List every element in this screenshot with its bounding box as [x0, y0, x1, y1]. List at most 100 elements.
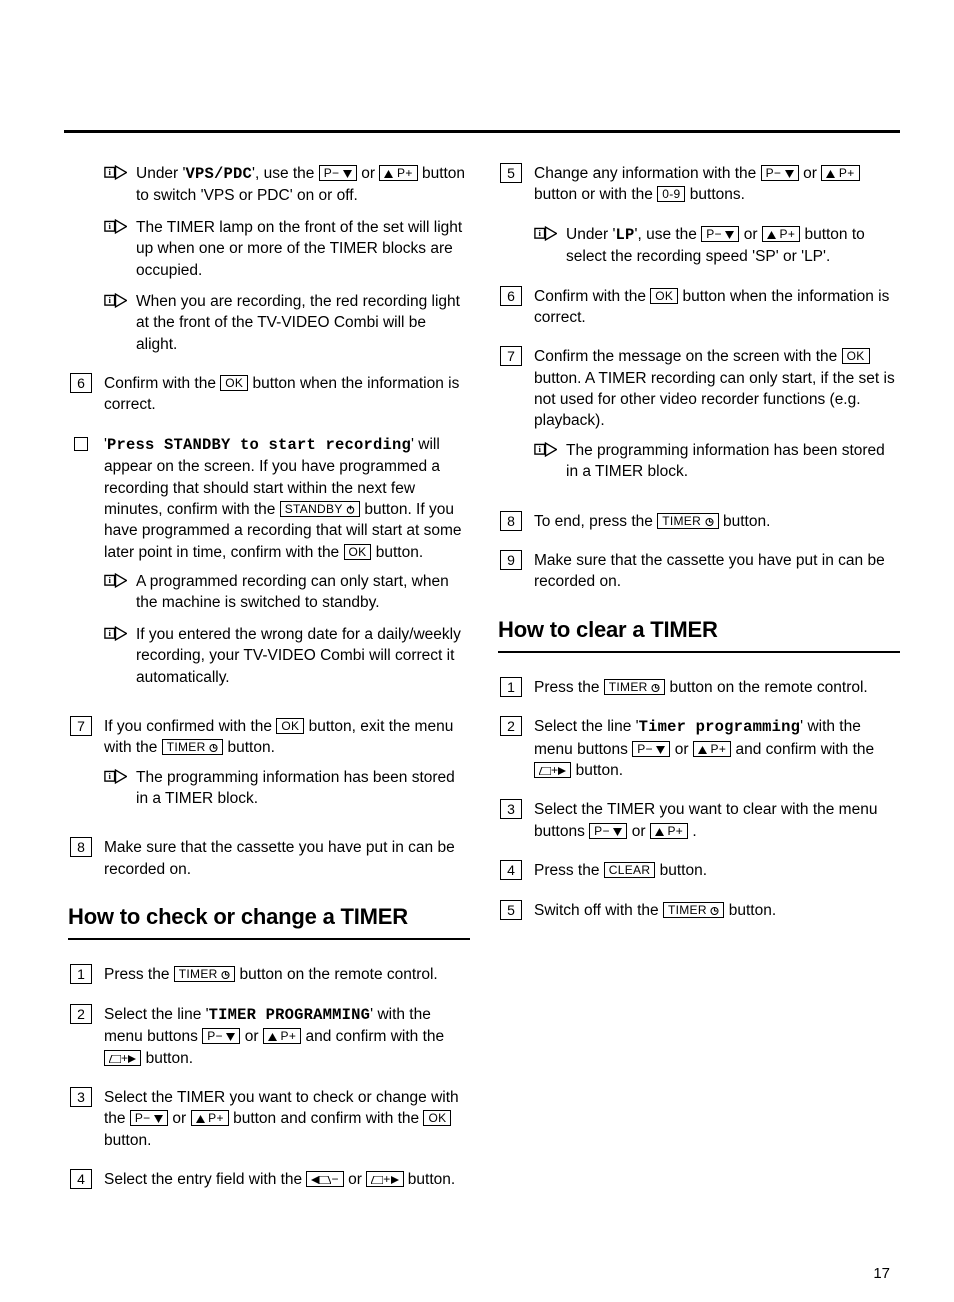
- svg-text:i: i: [109, 575, 112, 585]
- tip-text: The programming information has been sto…: [566, 440, 900, 483]
- page-number: 17: [873, 1264, 890, 1285]
- step-number: 5: [500, 900, 522, 920]
- tip-text: A programmed recording can only start, w…: [136, 571, 470, 614]
- tip-text: If you entered the wrong date for a dail…: [136, 624, 470, 688]
- timer-button: TIMER: [663, 902, 724, 918]
- step-number: 6: [70, 373, 92, 393]
- tip-text: When you are recording, the red recordin…: [136, 291, 470, 355]
- step-number: 8: [500, 511, 522, 531]
- p-down-button: P−: [202, 1028, 240, 1044]
- check-step-4: 4 Select the entry field with the − or +…: [68, 1169, 470, 1190]
- tip-group-1: i Under 'VPS/PDC', use the P− or P+ butt…: [104, 163, 470, 355]
- svg-text:i: i: [109, 221, 112, 231]
- step-number: 9: [500, 550, 522, 570]
- step-8: 8 Make sure that the cassette you have p…: [68, 837, 470, 880]
- info-play-icon: i: [104, 767, 130, 786]
- info-play-icon: i: [534, 440, 560, 459]
- ok-button: OK: [220, 375, 248, 391]
- tip-lp: i Under 'LP', use the P− or P+ button to…: [534, 224, 900, 268]
- check-step-1: 1 Press the TIMER button on the remote c…: [68, 964, 470, 985]
- clear-step-5: 5 Switch off with the TIMER button.: [498, 900, 900, 921]
- two-column-layout: i Under 'VPS/PDC', use the P− or P+ butt…: [68, 163, 900, 1229]
- col2-step-8: 8 To end, press the TIMER button.: [498, 511, 900, 532]
- p-down-button: P−: [130, 1110, 168, 1126]
- p-down-button: P−: [761, 165, 799, 181]
- ok-button: OK: [650, 288, 678, 304]
- heading-clear: How to clear a TIMER: [498, 615, 900, 645]
- info-play-icon: i: [104, 217, 130, 236]
- top-rule: [64, 130, 900, 133]
- info-play-icon: i: [104, 163, 130, 182]
- step-number: 3: [500, 799, 522, 819]
- step-6: 6 Confirm with the OK button when the in…: [68, 373, 470, 416]
- right-button: +: [534, 762, 571, 778]
- p-up-button: P+: [191, 1110, 229, 1126]
- col2-step-7: 7 Confirm the message on the screen with…: [498, 346, 900, 492]
- timer-button: TIMER: [162, 739, 223, 755]
- timer-button: TIMER: [174, 966, 235, 982]
- info-play-icon: i: [104, 571, 130, 590]
- svg-text:i: i: [539, 444, 542, 454]
- ok-button: OK: [344, 544, 372, 560]
- step-number: 2: [70, 1004, 92, 1024]
- right-button: +: [104, 1050, 141, 1066]
- step-number: 1: [70, 964, 92, 984]
- step-7: 7 If you confirmed with the OK button, e…: [68, 716, 470, 820]
- svg-text:i: i: [109, 628, 112, 638]
- p-down-button: P−: [701, 226, 739, 242]
- standby-button: STANDBY: [280, 501, 360, 517]
- step-number: 7: [70, 716, 92, 736]
- col2-step-6: 6 Confirm with the OK button when the in…: [498, 286, 900, 329]
- timer-button: TIMER: [657, 513, 718, 529]
- timer-button: TIMER: [604, 679, 665, 695]
- step-number: 1: [500, 677, 522, 697]
- clear-step-3: 3 Select the TIMER you want to clear wit…: [498, 799, 900, 842]
- check-step-5: 5 Change any information with the P− or …: [498, 163, 900, 206]
- svg-text:i: i: [109, 167, 112, 177]
- right-button: +: [366, 1171, 403, 1187]
- step-number: 4: [70, 1169, 92, 1189]
- step-number: 2: [500, 716, 522, 736]
- p-up-button: P+: [693, 741, 731, 757]
- tip-text: Under 'VPS/PDC', use the P− or P+ button…: [136, 163, 470, 207]
- info-play-icon: i: [104, 291, 130, 310]
- col2-step-9: 9 Make sure that the cassette you have p…: [498, 550, 900, 593]
- digits-button: 0-9: [657, 186, 685, 202]
- step-number: 6: [500, 286, 522, 306]
- svg-text:i: i: [539, 228, 542, 238]
- check-step-2: 2 Select the line 'TIMER PROGRAMMING' wi…: [68, 1004, 470, 1069]
- svg-text:i: i: [109, 770, 112, 780]
- tip-text: The TIMER lamp on the front of the set w…: [136, 217, 470, 281]
- ok-button: OK: [842, 348, 870, 364]
- p-up-button: P+: [263, 1028, 301, 1044]
- p-down-button: P−: [632, 741, 670, 757]
- step-number: 8: [70, 837, 92, 857]
- tip-text: The programming information has been sto…: [136, 767, 470, 810]
- info-play-icon: i: [104, 624, 130, 643]
- step-number: 3: [70, 1087, 92, 1107]
- section-check-change: How to check or change a TIMER: [68, 902, 470, 940]
- check-step-3: 3 Select the TIMER you want to check or …: [68, 1087, 470, 1151]
- left-button: −: [306, 1171, 343, 1187]
- note-standby: 'Press STANDBY to start recording' will …: [68, 434, 470, 698]
- p-up-button: P+: [650, 823, 688, 839]
- section-clear: How to clear a TIMER: [498, 615, 900, 653]
- clear-button: CLEAR: [604, 862, 656, 878]
- p-up-button: P+: [762, 226, 800, 242]
- clear-step-4: 4 Press the CLEAR button.: [498, 860, 900, 881]
- svg-text:i: i: [109, 295, 112, 305]
- p-up-button: P+: [821, 165, 859, 181]
- step-number: 5: [500, 163, 522, 183]
- step-number: 7: [500, 346, 522, 366]
- p-up-button: P+: [379, 165, 417, 181]
- info-play-icon: i: [534, 224, 560, 243]
- clear-step-1: 1 Press the TIMER button on the remote c…: [498, 677, 900, 698]
- p-down-button: P−: [589, 823, 627, 839]
- ok-button: OK: [423, 1110, 451, 1126]
- tip-text: Under 'LP', use the P− or P+ button to s…: [566, 224, 900, 268]
- step-number: 4: [500, 860, 522, 880]
- heading-check-change: How to check or change a TIMER: [68, 902, 470, 932]
- square-bullet: [74, 437, 88, 451]
- p-down-button: P−: [319, 165, 357, 181]
- ok-button: OK: [276, 718, 304, 734]
